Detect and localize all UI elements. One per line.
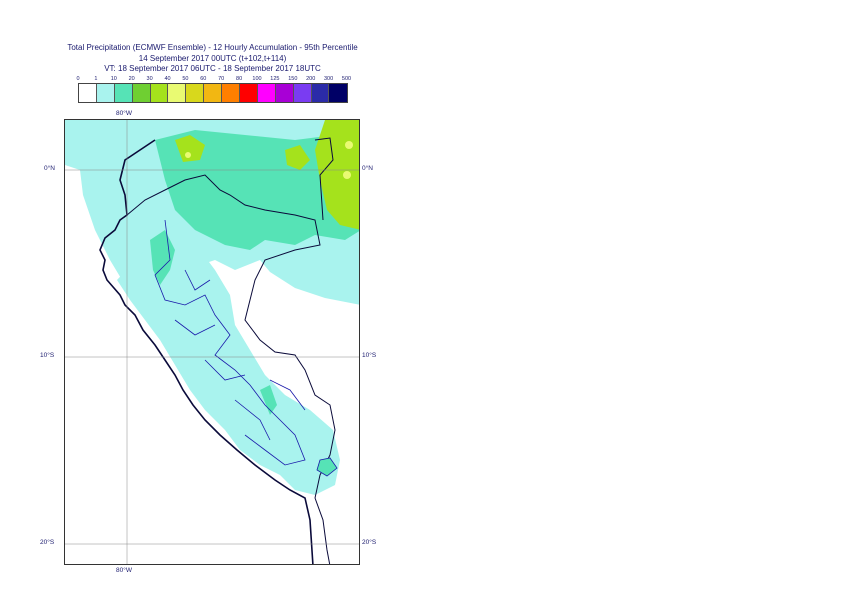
legend-swatch <box>186 84 205 102</box>
lat-label-right-0: 0°N <box>362 165 373 172</box>
forecast-time: 14 September 2017 00UTC (t+102,t+114) <box>138 54 287 63</box>
yellow-spot-1 <box>345 141 353 149</box>
legend-tick-label: 70 <box>218 76 225 82</box>
legend-swatch <box>257 84 276 102</box>
legend-tick-label: 50 <box>182 76 189 82</box>
legend-swatch <box>150 84 169 102</box>
legend-swatch <box>114 84 133 102</box>
legend-tick-label: 0 <box>76 76 80 82</box>
legend-swatch <box>96 84 115 102</box>
legend-tick-label: 20 <box>128 76 135 82</box>
legend-tick-label: 150 <box>288 76 298 82</box>
heavy-precip-n2 <box>285 145 310 170</box>
lon-label-bottom: 80°W <box>116 567 132 574</box>
legend-tick-label: 100 <box>252 76 262 82</box>
legend-swatch <box>222 84 241 102</box>
border-colombia-brazil <box>314 137 334 221</box>
legend-tick-label: 40 <box>164 76 171 82</box>
valid-time: VT: 18 September 2017 06UTC - 18 Septemb… <box>104 64 321 73</box>
legend-swatch <box>293 84 312 102</box>
map-canvas <box>65 120 359 564</box>
legend-tick-label: 60 <box>200 76 207 82</box>
legend-tick-label: 10 <box>110 76 117 82</box>
lat-label-left-0: 0°N <box>44 165 55 172</box>
legend-swatch <box>275 84 294 102</box>
legend-tick-label: 80 <box>236 76 243 82</box>
lat-label-left-20: 20°S <box>40 539 55 546</box>
map-title: Total Precipitation (ECMWF Ensemble) - 1… <box>67 43 358 52</box>
legend-swatch <box>311 84 330 102</box>
yellow-spot-2 <box>343 171 351 179</box>
medium-precip-central <box>150 230 175 285</box>
precip-legend <box>78 83 349 103</box>
legend-tick-label: 200 <box>306 76 316 82</box>
lake-titicaca <box>316 457 338 477</box>
medium-precip-south <box>260 385 277 415</box>
yellow-spot-3 <box>185 152 191 158</box>
heavy-precip-n <box>175 135 205 162</box>
lat-label-right-10: 10°S <box>362 352 377 359</box>
legend-tick-label: 1 <box>94 76 98 82</box>
legend-swatch <box>132 84 151 102</box>
legend-swatch <box>79 84 97 102</box>
legend-swatch <box>168 84 187 102</box>
light-precip-andes <box>117 220 340 495</box>
border-ecuador-peru <box>126 174 336 499</box>
legend-swatch <box>204 84 223 102</box>
lat-label-right-20: 20°S <box>362 539 377 546</box>
legend-tick-label: 125 <box>270 76 280 82</box>
lon-label-top: 80°W <box>116 110 132 117</box>
lat-label-left-10: 10°S <box>40 352 55 359</box>
legend-tick-label: 300 <box>324 76 334 82</box>
regional-borders <box>154 219 306 466</box>
legend-swatch <box>329 84 348 102</box>
precipitation-map <box>64 119 360 565</box>
border-chile-bolivia <box>314 497 331 564</box>
legend-swatch <box>240 84 258 102</box>
legend-tick-label: 500 <box>341 76 352 82</box>
legend-tick-label: 30 <box>146 76 153 82</box>
